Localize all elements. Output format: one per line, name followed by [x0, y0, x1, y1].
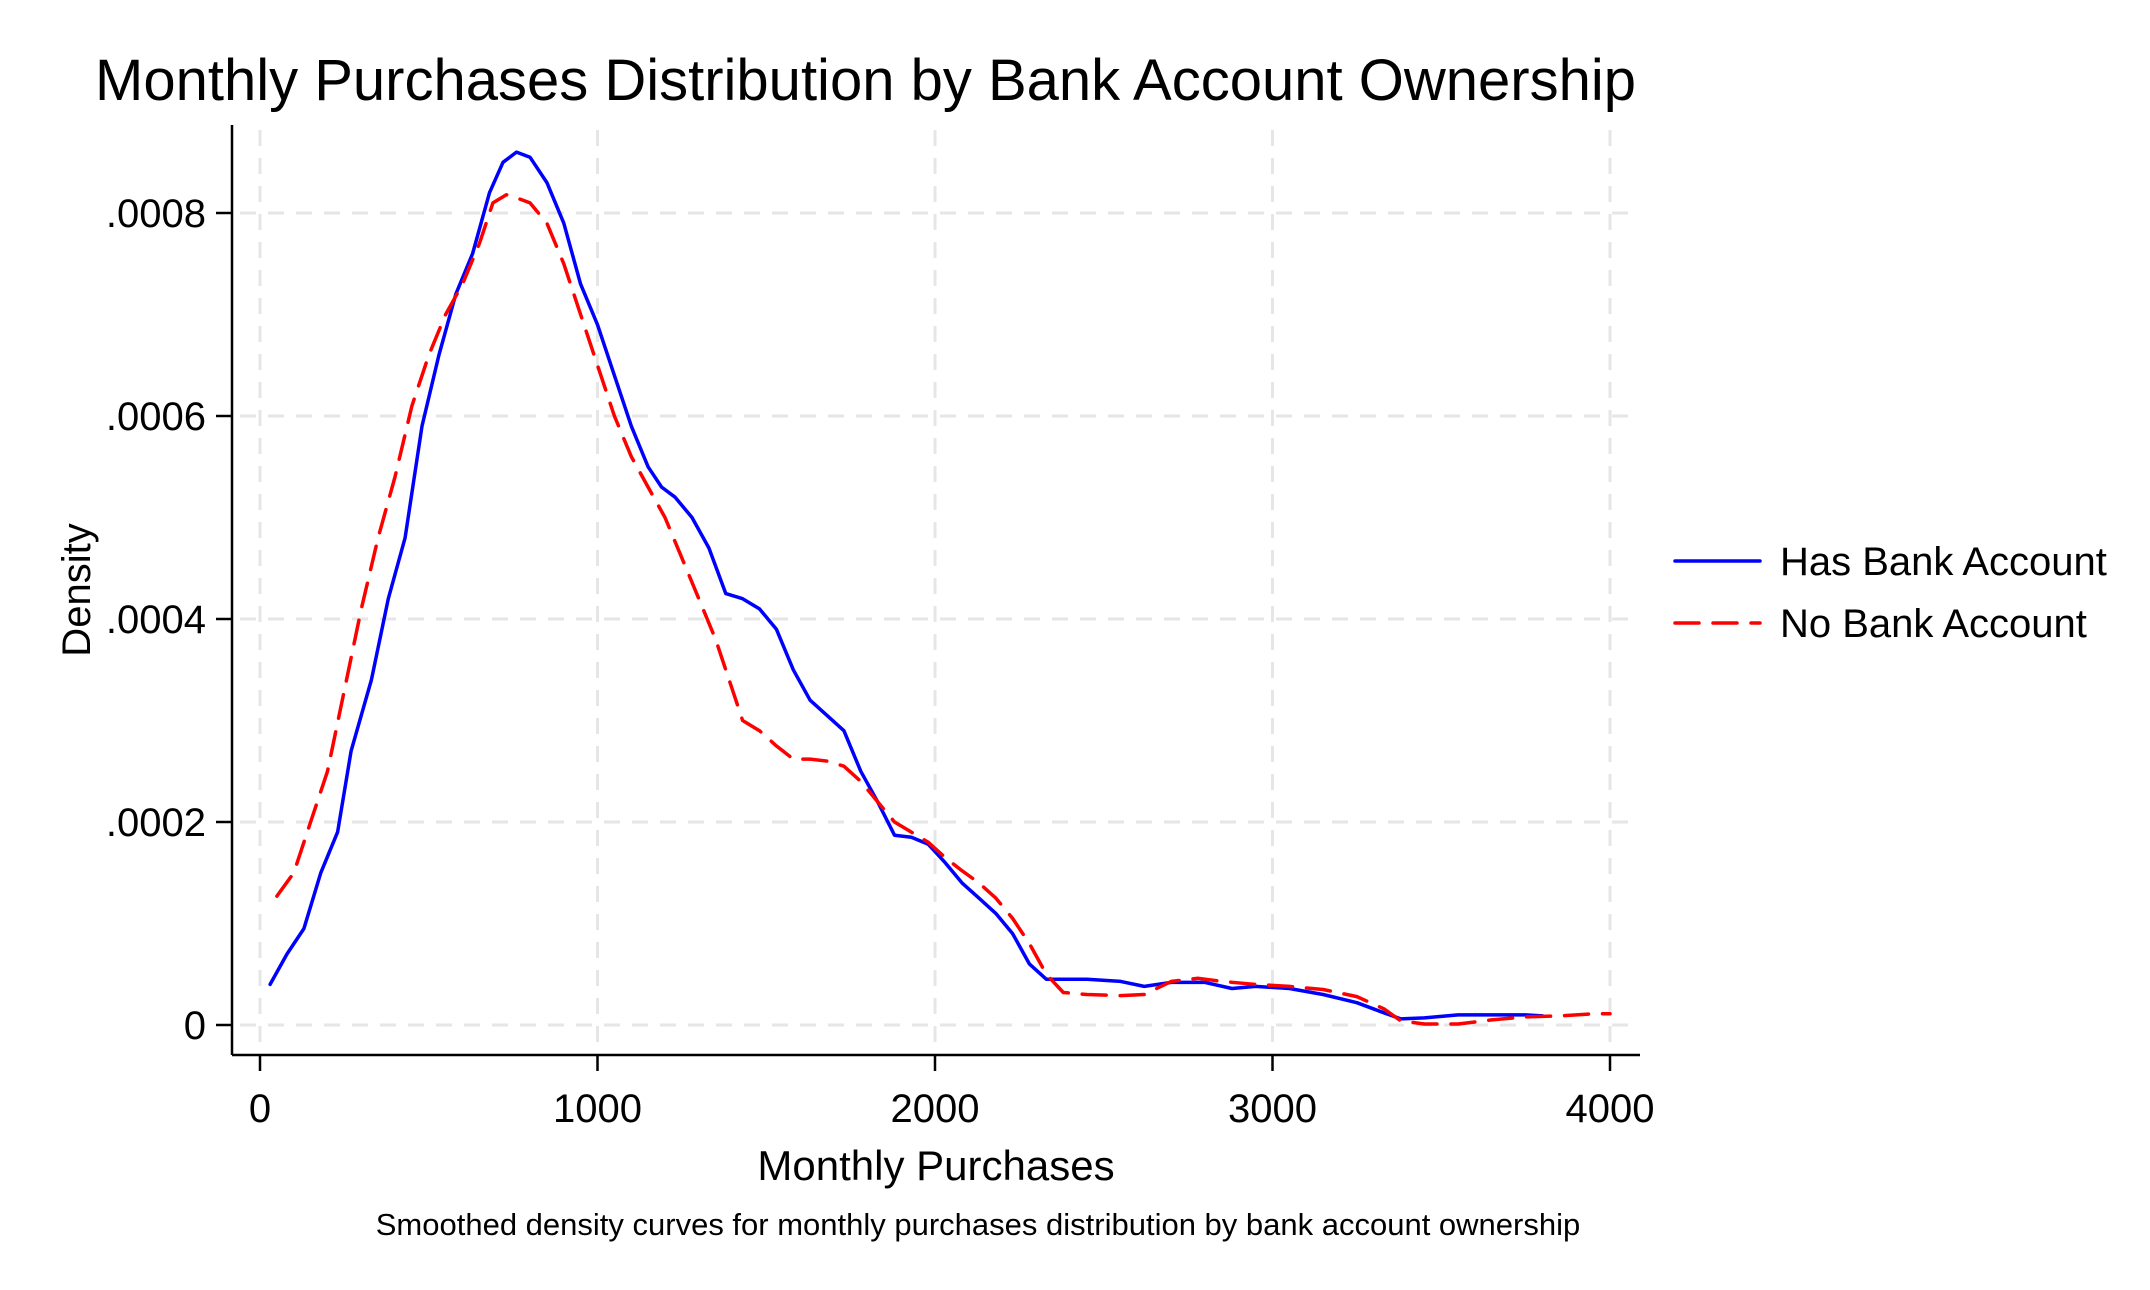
chart-caption: Smoothed density curves for monthly purc… [376, 1207, 1580, 1242]
chart-title: Monthly Purchases Distribution by Bank A… [95, 48, 1636, 113]
grid-lines [240, 130, 1640, 1050]
x-tick-label: 1000 [553, 1087, 642, 1131]
y-axis-label: Density [55, 523, 99, 656]
x-tick-label: 3000 [1228, 1087, 1317, 1131]
x-tick-label: 2000 [891, 1087, 980, 1131]
y-tick-label: .0002 [106, 801, 206, 845]
y-tick-label: .0004 [106, 598, 206, 642]
legend-label-no-bank-account: No Bank Account [1780, 602, 2087, 646]
x-tick-label: 0 [249, 1087, 271, 1131]
axis-ticks: 0 .0002 .0004 .0006 .0008 0 1000 2000 3000 4000 [106, 192, 1655, 1131]
y-tick-label: 0 [184, 1004, 206, 1048]
y-tick-label: .0008 [106, 192, 206, 236]
legend-label-has-bank-account: Has Bank Account [1780, 540, 2107, 584]
x-axis-label: Monthly Purchases [757, 1142, 1114, 1189]
y-tick-label: .0006 [106, 395, 206, 439]
series-lines [268, 150, 1612, 1026]
series-line-no-bank-account [275, 192, 1612, 1026]
x-tick-label: 4000 [1566, 1087, 1655, 1131]
legend: Has Bank Account No Bank Account [1673, 540, 2107, 646]
